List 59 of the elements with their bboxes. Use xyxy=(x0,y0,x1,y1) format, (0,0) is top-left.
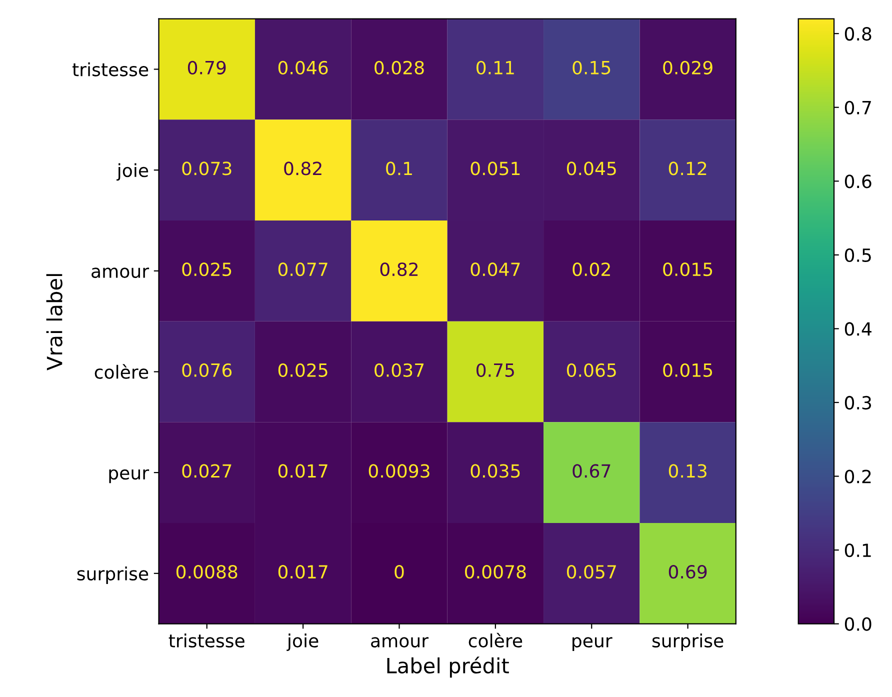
data-label: 0.025 xyxy=(278,363,328,377)
color-bar-label: 0.1 xyxy=(844,543,871,558)
data-label: 0.046 xyxy=(278,60,328,74)
data-label: 0.065 xyxy=(566,363,616,377)
y-tick-label: joie xyxy=(116,163,148,181)
x-tick-label: tristesse xyxy=(168,634,244,648)
data-label: 0.13 xyxy=(668,464,706,478)
data-label: 0.057 xyxy=(566,564,616,579)
color-bar-label: 0.4 xyxy=(844,322,872,336)
data-label: 0.015 xyxy=(663,363,712,377)
data-label: 0 xyxy=(394,564,404,579)
data-label: 0.029 xyxy=(663,60,712,74)
data-label: 0.82 xyxy=(284,162,322,176)
data-label: 0.027 xyxy=(182,464,232,478)
data-label: 0.051 xyxy=(470,162,520,176)
data-label: 0.037 xyxy=(374,363,424,377)
x-axis-title: Label prédit xyxy=(387,656,509,678)
data-label: 0.076 xyxy=(182,363,232,377)
color-bar-label: 0.7 xyxy=(844,100,871,114)
data-label: 0.047 xyxy=(470,262,520,276)
data-label: 0.12 xyxy=(668,162,706,176)
data-label: 0.017 xyxy=(278,564,328,579)
data-label: 0.028 xyxy=(374,60,424,74)
data-label: 0.073 xyxy=(182,162,232,176)
data-label: 0.045 xyxy=(566,162,616,176)
data-label: 0.75 xyxy=(476,363,514,377)
y-tick-label: peur xyxy=(109,469,150,484)
y-tick-label: tristesse xyxy=(72,62,148,76)
color-bar-label: 0.8 xyxy=(844,27,872,41)
y-tick-label: colère xyxy=(94,364,148,379)
data-label: 0.035 xyxy=(470,464,520,478)
data-label: 0.15 xyxy=(572,60,610,74)
data-label: 0.82 xyxy=(380,262,418,276)
data-label: 0.017 xyxy=(278,464,328,478)
color-bar-label: 0.2 xyxy=(844,470,871,484)
data-label: 0.02 xyxy=(572,262,610,276)
x-tick-label: colère xyxy=(468,632,522,648)
y-tick-label: surprise xyxy=(77,566,148,584)
x-tick-label: amour xyxy=(371,637,429,648)
data-label: 0.1 xyxy=(386,162,412,176)
data-label: 0.025 xyxy=(182,262,232,276)
color-bar-label: 0.6 xyxy=(844,174,872,188)
color-bar-label: 0.3 xyxy=(844,396,872,410)
color-bar-label: 0.0 xyxy=(844,617,872,631)
data-label: 0.0093 xyxy=(368,464,430,478)
data-label: 0.79 xyxy=(188,60,226,74)
data-label: 0.0078 xyxy=(465,564,526,579)
data-label: 0.11 xyxy=(476,60,514,74)
x-tick-label: peur xyxy=(572,637,612,652)
y-tick-label: amour xyxy=(92,268,150,278)
data-label: 0.015 xyxy=(663,262,712,276)
data-label: 0.077 xyxy=(278,262,328,276)
data-label: 0.0088 xyxy=(176,564,238,579)
x-tick-label: joie xyxy=(286,634,318,652)
color-bar-label: 0.5 xyxy=(844,248,871,262)
data-label: 0.67 xyxy=(572,464,610,478)
y-axis-title: Vrai label xyxy=(46,274,62,370)
x-tick-label: surprise xyxy=(652,634,724,652)
data-label: 0.69 xyxy=(668,564,707,579)
